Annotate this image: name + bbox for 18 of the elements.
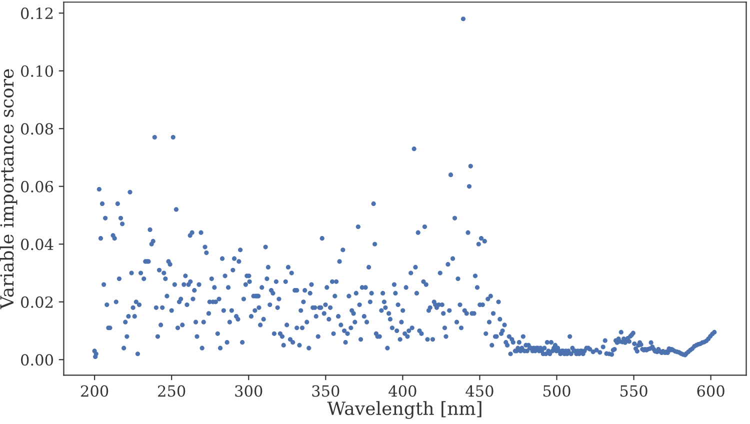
x-axis-title: Wavelength [nm] <box>327 401 482 419</box>
y-axis-title: Variable importance score <box>0 69 18 310</box>
x-tick-label: 450 <box>466 385 494 397</box>
y-tick-label: 0.10 <box>21 65 54 77</box>
y-tick-label: 0.04 <box>21 238 54 250</box>
x-tick-label: 500 <box>543 385 570 397</box>
x-tick-label: 200 <box>81 385 108 397</box>
x-tick-label: 250 <box>158 385 186 397</box>
x-tick-label: 350 <box>312 385 340 397</box>
y-tick-label: 0.06 <box>21 180 54 192</box>
y-tick-label: 0.12 <box>21 8 53 20</box>
y-tick-label: 0.08 <box>21 123 53 135</box>
x-tick-label: 300 <box>235 385 262 397</box>
x-tick-label: 600 <box>697 385 724 397</box>
x-tick-label: 400 <box>388 385 416 397</box>
y-tick-label: 0.00 <box>21 354 54 366</box>
y-tick-label: 0.02 <box>21 296 53 308</box>
x-tick-label: 550 <box>620 385 648 397</box>
